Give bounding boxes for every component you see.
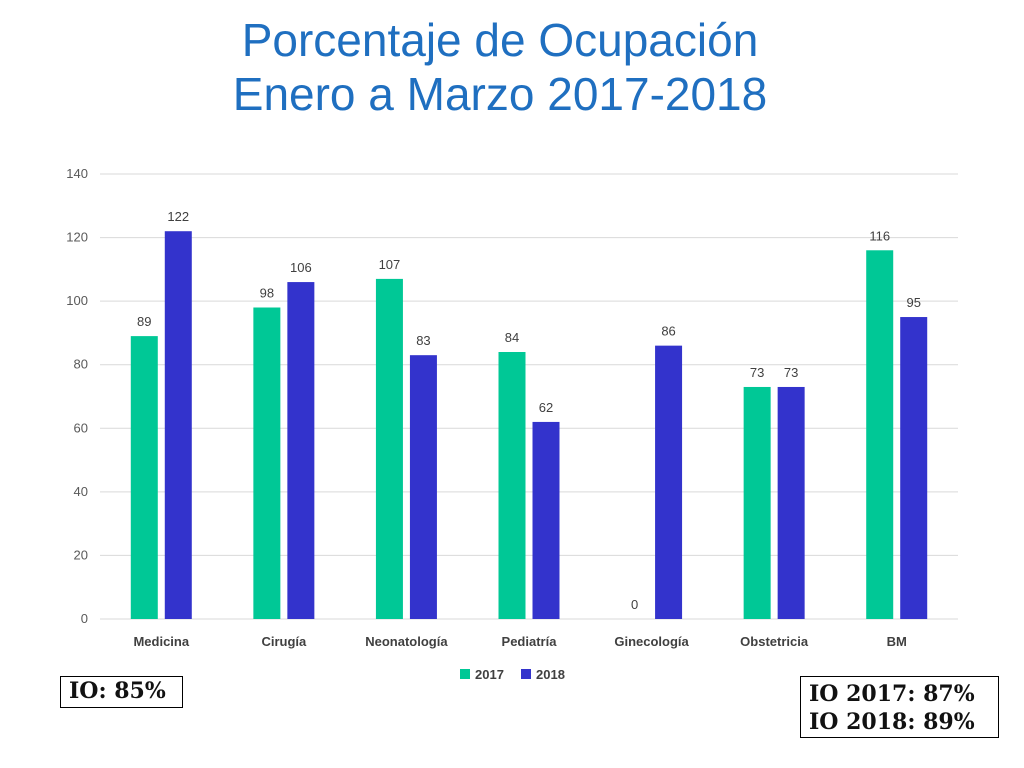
category-label: Obstetricia: [740, 634, 809, 649]
bar-2017: [375, 278, 403, 619]
bar-2018: [532, 421, 560, 619]
y-tick-label: 80: [74, 357, 88, 372]
legend-swatch-2018: [521, 669, 531, 679]
legend-label-2018: 2018: [536, 667, 565, 682]
data-labels: 89 122 98 106 107 83 84 62 0 86 73 73 116 95: [137, 209, 921, 612]
data-label: 122: [167, 209, 189, 224]
bars: [130, 231, 928, 620]
category-label: Ginecología: [614, 634, 689, 649]
bar-2017: [866, 250, 894, 620]
y-tick-label: 60: [74, 420, 88, 435]
bar-2018: [777, 386, 805, 619]
data-label: 106: [290, 260, 312, 275]
bar-2017: [253, 307, 281, 619]
bar-2018: [287, 282, 315, 619]
bar-2018: [409, 355, 437, 619]
io-overall-box: IO: 85%: [60, 676, 183, 708]
bar-2017: [130, 336, 158, 619]
data-label: 73: [784, 365, 798, 380]
bar-2017: [498, 352, 526, 619]
legend-swatch-2017: [460, 669, 470, 679]
category-label: BM: [887, 634, 907, 649]
y-tick-label: 20: [74, 547, 88, 562]
data-label: 62: [539, 400, 553, 415]
bar-2017: [743, 386, 771, 619]
data-label: 83: [416, 333, 430, 348]
bar-2018: [900, 317, 928, 619]
y-tick-label: 40: [74, 484, 88, 499]
data-label: 116: [869, 228, 890, 243]
legend: 2017 2018: [460, 667, 565, 682]
category-label: Pediatría: [502, 634, 558, 649]
data-label: 98: [260, 286, 274, 301]
bar-2018: [164, 231, 192, 619]
category-labels: Medicina Cirugía Neonatología Pediatría Gine…: [133, 634, 906, 649]
y-tick-label: 100: [66, 293, 88, 308]
io-by-year-box: IO 2017: 87% IO 2018: 89%: [800, 676, 999, 738]
legend-label-2017: 2017: [475, 667, 504, 682]
io-2017-text: IO 2017: 87%: [809, 681, 975, 707]
data-label: 95: [906, 295, 920, 310]
io-2018-text: IO 2018: 89%: [809, 709, 975, 735]
data-label: 107: [379, 257, 401, 272]
y-tick-label: 140: [66, 166, 88, 181]
category-label: Cirugía: [261, 634, 307, 649]
y-tick-label: 0: [81, 611, 88, 626]
bar-2018: [655, 345, 683, 619]
chart-title-line-1: Porcentaje de Ocupación: [241, 14, 759, 66]
category-label: Medicina: [133, 634, 189, 649]
y-axis-ticks: 0 20 40 60 80 100 120 140: [66, 166, 88, 626]
category-label: Neonatología: [365, 634, 448, 649]
y-tick-label: 120: [66, 230, 88, 245]
chart-title-line-2: Enero a Marzo 2017-2018: [232, 68, 768, 120]
gridlines: [100, 173, 958, 620]
data-label: 84: [505, 330, 519, 345]
data-label: 89: [137, 314, 151, 329]
data-label: 0: [631, 597, 638, 612]
data-label: 73: [750, 365, 764, 380]
io-overall-text: IO: 85%: [69, 678, 166, 704]
data-label: 86: [661, 324, 675, 339]
